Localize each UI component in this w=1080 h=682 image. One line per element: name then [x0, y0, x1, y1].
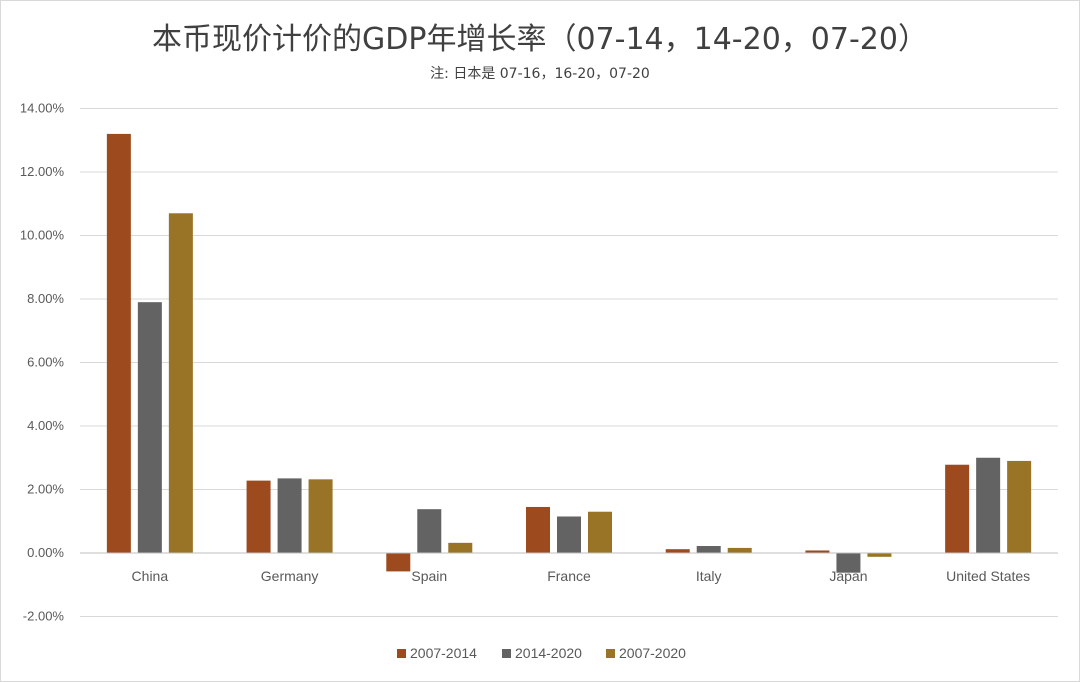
bar — [665, 549, 690, 553]
x-category-label: United States — [946, 568, 1030, 584]
x-category-label: Germany — [261, 568, 319, 584]
bar — [308, 479, 333, 553]
y-tick-label: 0.00% — [27, 545, 64, 560]
bar — [836, 553, 861, 573]
legend-label: 2014-2020 — [515, 645, 582, 661]
bar — [588, 511, 612, 553]
y-tick-label: 8.00% — [27, 291, 64, 306]
bar — [805, 550, 830, 553]
x-axis-categories: China Germany Spain France Italy Japan United … — [132, 568, 1031, 584]
legend-item: 2007-2020 — [606, 645, 686, 661]
legend-label: 2007-2014 — [410, 645, 477, 661]
chart-subtitle: 注: 日本是 07-16，16-20，07-20 — [430, 66, 650, 82]
bar — [1007, 460, 1032, 553]
legend-label: 2007-2020 — [619, 645, 686, 661]
x-category-label: Italy — [696, 568, 722, 584]
bar — [277, 478, 302, 553]
bar — [557, 516, 581, 553]
y-tick-label: -2.00% — [23, 609, 65, 624]
bar — [246, 480, 271, 553]
bar — [106, 133, 131, 553]
bar — [417, 509, 442, 553]
chart-title: 本币现价计价的GDP年增长率（07-14，14-20，07-20） — [152, 22, 928, 57]
y-axis-ticks: -2.00% 0.00% 2.00% 4.00% 6.00% 8.00% 10.00% 12.… — [20, 101, 65, 624]
bar — [867, 553, 892, 557]
y-tick-label: 10.00% — [20, 228, 65, 243]
bar — [137, 302, 162, 553]
bar — [448, 542, 473, 553]
y-tick-label: 4.00% — [27, 418, 64, 433]
bar — [386, 553, 411, 572]
legend-swatch — [397, 649, 406, 658]
bar — [945, 464, 970, 553]
legend-swatch — [606, 649, 615, 658]
x-category-label: Japan — [829, 568, 867, 584]
legend: 2007-2014 2014-2020 2007-2020 — [397, 645, 686, 661]
bar — [976, 457, 1001, 553]
y-tick-label: 2.00% — [27, 482, 64, 497]
bars — [80, 133, 1058, 573]
legend-swatch — [502, 649, 511, 658]
x-category-label: Spain — [411, 568, 447, 584]
bar — [526, 506, 550, 553]
bar — [168, 213, 193, 553]
y-tick-label: 6.00% — [27, 355, 64, 370]
legend-item: 2007-2014 — [397, 645, 477, 661]
y-tick-label: 14.00% — [20, 101, 65, 116]
x-category-label: France — [547, 568, 591, 584]
y-tick-label: 12.00% — [20, 164, 65, 179]
bar — [696, 546, 721, 553]
bar — [727, 547, 752, 553]
x-category-label: China — [132, 568, 169, 584]
legend-item: 2014-2020 — [502, 645, 582, 661]
